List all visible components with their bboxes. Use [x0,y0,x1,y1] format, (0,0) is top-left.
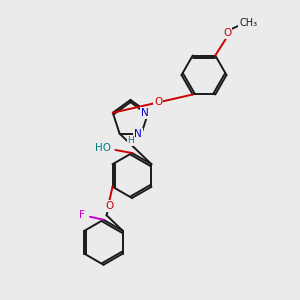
Text: N: N [141,108,148,118]
Text: O: O [105,201,114,211]
Text: O: O [154,97,162,107]
Text: O: O [223,28,231,38]
Text: F: F [79,210,85,220]
Text: H: H [128,136,134,145]
Text: CH₃: CH₃ [239,17,257,28]
Text: N: N [134,128,142,139]
Text: HO: HO [95,143,112,154]
